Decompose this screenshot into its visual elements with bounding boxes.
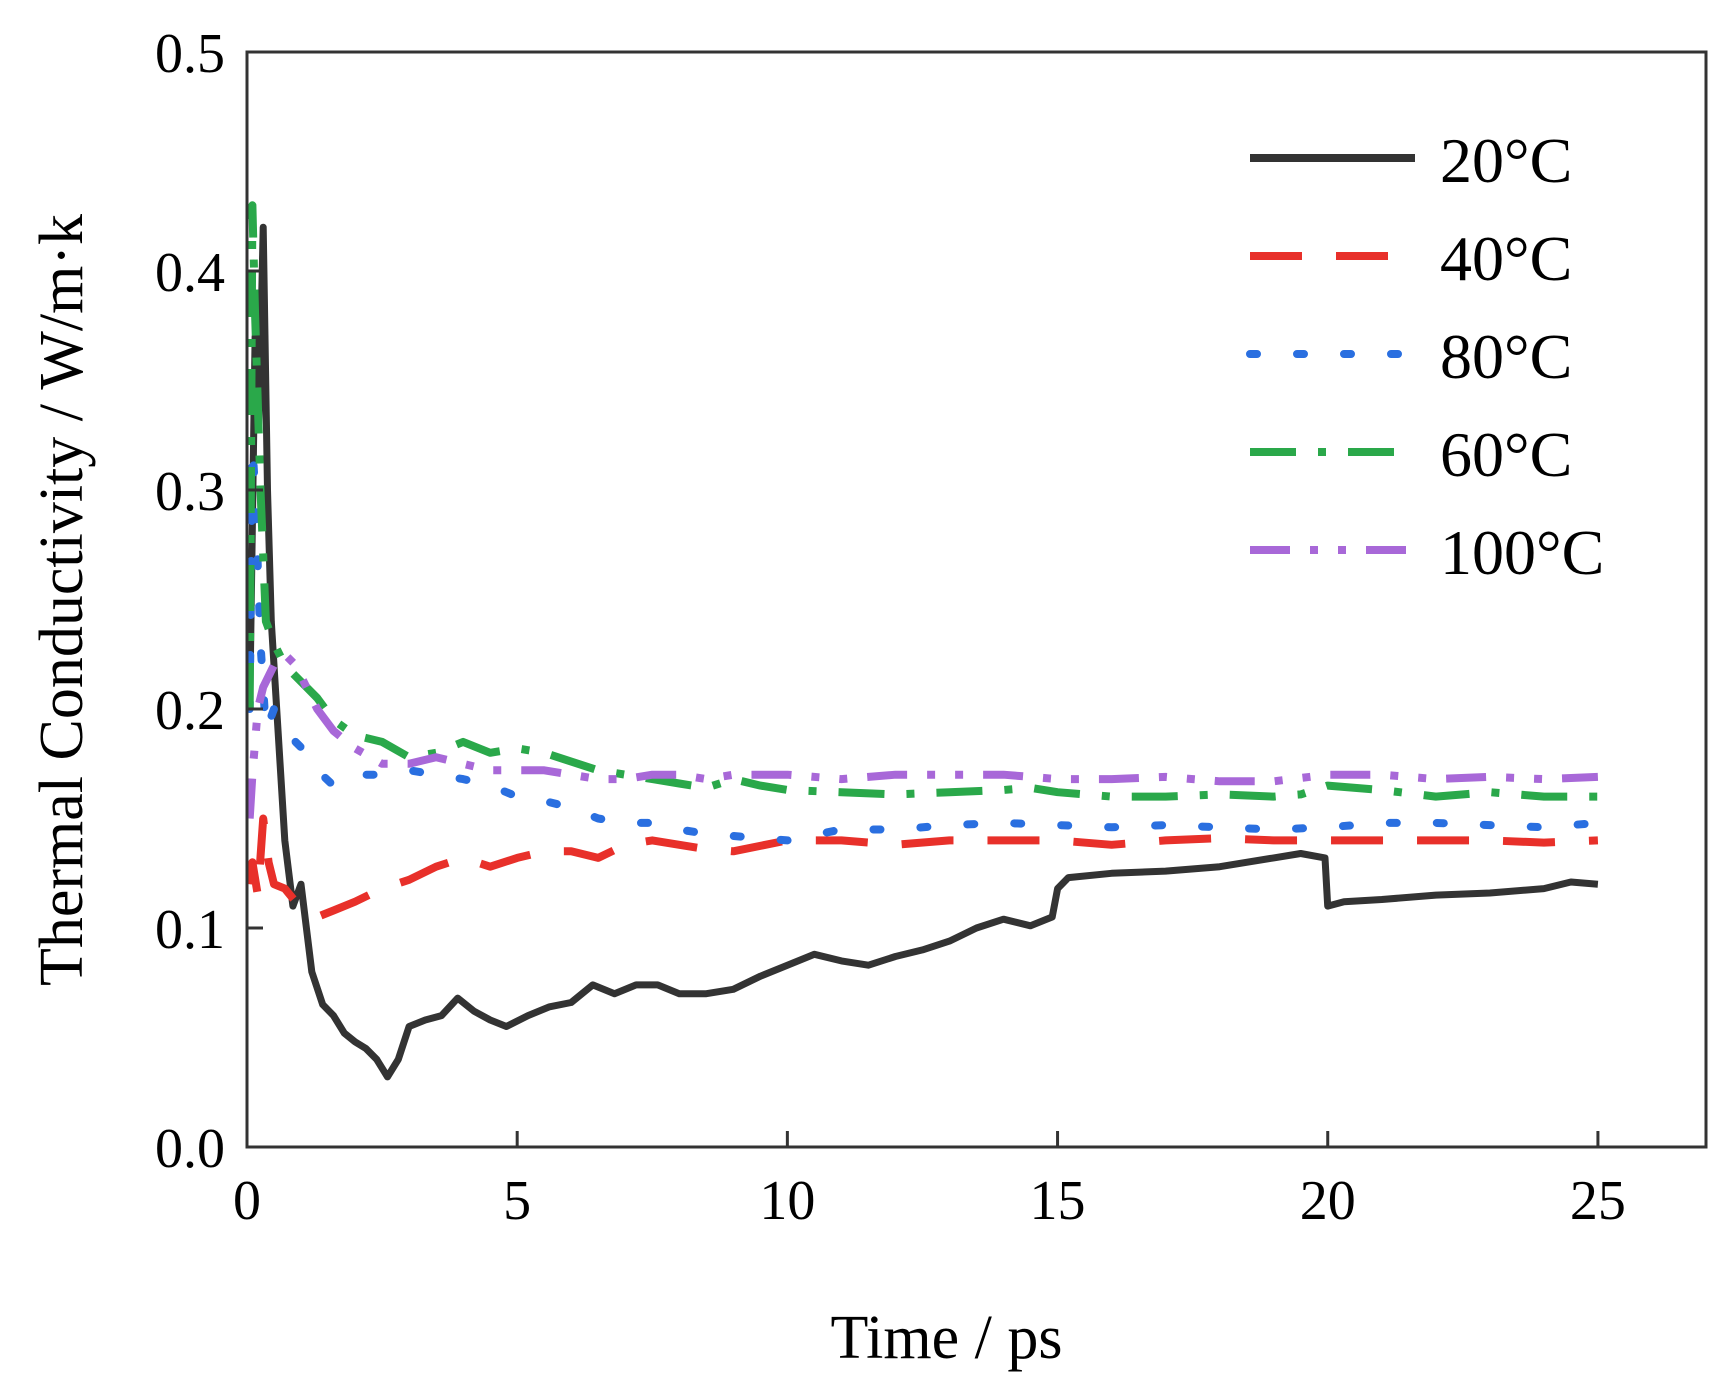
x-tick-label: 0	[233, 1170, 261, 1232]
x-tick-label: 10	[759, 1170, 815, 1232]
plot-frame	[245, 50, 1708, 1149]
y-tick-label: 0.3	[155, 461, 225, 523]
y-tick-label: 0.0	[155, 1118, 225, 1180]
series-line-4	[247, 650, 1599, 819]
legend-label-4: 100°C	[1440, 517, 1604, 588]
y-tick-label: 0.2	[155, 680, 225, 742]
legend-label-2: 80°C	[1440, 321, 1572, 392]
y-axis-label: Thermal Conductivity / W/m·k	[28, 214, 96, 986]
y-tick-label: 0.5	[155, 23, 225, 85]
x-tick-label: 25	[1570, 1170, 1626, 1232]
y-tick-label: 0.4	[155, 242, 225, 304]
y-tick-label: 0.1	[155, 899, 225, 961]
legend-label-1: 40°C	[1440, 223, 1572, 294]
legend-label-3: 60°C	[1440, 419, 1572, 490]
x-tick-label: 20	[1300, 1170, 1356, 1232]
series-line-1	[247, 814, 1599, 921]
series-line-0	[247, 223, 1599, 1081]
series-line-3	[247, 201, 1598, 801]
x-axis-label: Time / ps	[830, 1304, 1062, 1372]
x-tick-label: 15	[1030, 1170, 1086, 1232]
series-line-2	[247, 442, 1602, 845]
legend-label-0: 20°C	[1440, 125, 1572, 196]
x-tick-label: 5	[503, 1170, 531, 1232]
